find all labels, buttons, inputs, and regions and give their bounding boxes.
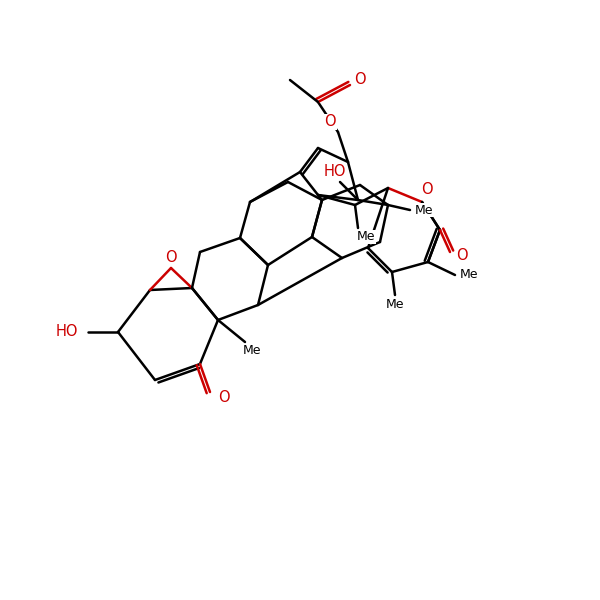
Text: Me: Me — [415, 203, 433, 217]
Text: Me: Me — [357, 230, 375, 244]
Text: O: O — [354, 73, 366, 88]
Text: HO: HO — [324, 164, 346, 179]
Text: HO: HO — [56, 325, 78, 340]
Text: O: O — [456, 248, 468, 263]
Text: O: O — [165, 250, 177, 265]
Text: O: O — [324, 115, 336, 130]
Text: O: O — [421, 181, 433, 196]
Text: Me: Me — [386, 298, 404, 311]
Text: Me: Me — [243, 344, 261, 358]
Text: Me: Me — [460, 269, 478, 281]
Text: O: O — [218, 389, 230, 404]
